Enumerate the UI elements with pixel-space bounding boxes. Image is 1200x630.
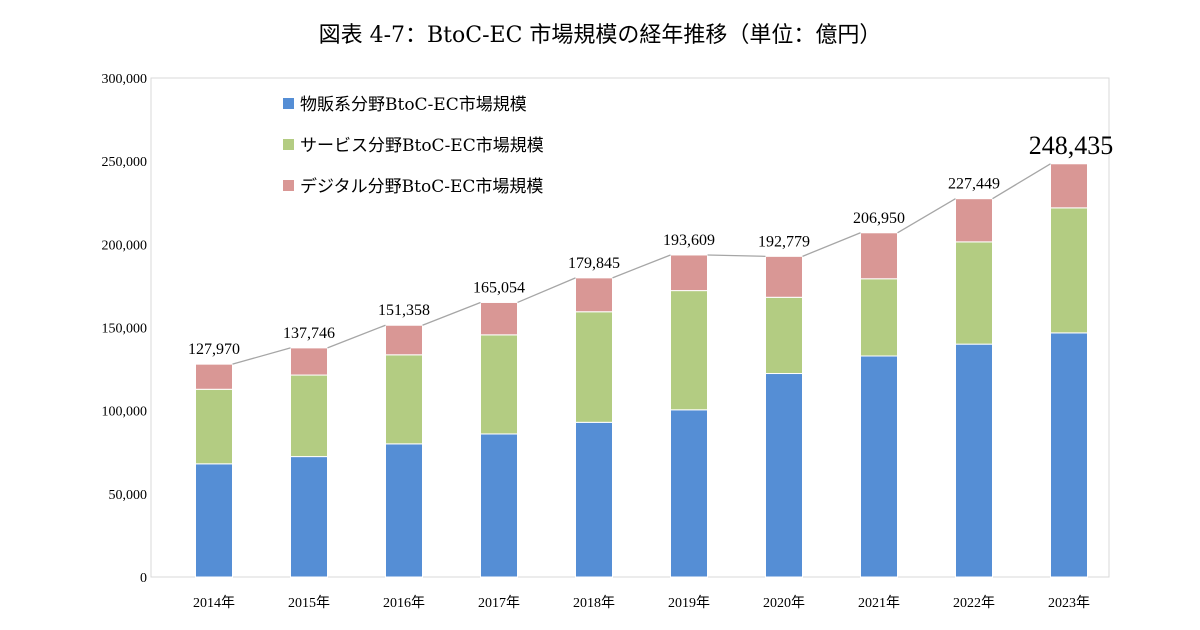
trend-segment bbox=[517, 277, 576, 304]
bar-segment-goods bbox=[860, 355, 898, 578]
bar-segment-digital bbox=[1050, 163, 1088, 209]
bar-segment-digital bbox=[195, 363, 233, 390]
bar-segment-goods bbox=[480, 433, 518, 578]
bar-segment-services bbox=[860, 278, 898, 357]
y-tick-label: 200,000 bbox=[102, 238, 148, 253]
trend-segment bbox=[612, 254, 671, 279]
bar-segment-digital bbox=[670, 254, 708, 292]
bar-segment-goods bbox=[1050, 332, 1088, 578]
bars bbox=[195, 163, 1088, 578]
total-label: 137,746 bbox=[283, 325, 335, 342]
bar-segment-goods bbox=[195, 463, 233, 578]
total-label: 248,435 bbox=[1029, 131, 1114, 160]
total-label: 151,358 bbox=[378, 302, 430, 319]
x-tick-label: 2015年 bbox=[288, 595, 330, 611]
bar-segment-services bbox=[955, 241, 993, 345]
bar-segment-goods bbox=[290, 456, 328, 578]
bar-segment-services bbox=[385, 354, 423, 445]
legend-label: サービス分野BtoC-EC市場規模 bbox=[300, 136, 544, 156]
y-tick-label: 0 bbox=[140, 571, 147, 586]
legend-label: 物販系分野BtoC-EC市場規模 bbox=[300, 95, 527, 115]
legend-swatch bbox=[283, 180, 294, 191]
legend-swatch bbox=[283, 98, 294, 109]
bar-segment-services bbox=[290, 374, 328, 458]
x-tick-label: 2017年 bbox=[478, 595, 520, 611]
bar-segment-digital bbox=[860, 232, 898, 280]
trend-segment bbox=[232, 347, 291, 365]
x-tick-label: 2021年 bbox=[858, 595, 900, 611]
bar-segment-goods bbox=[670, 409, 708, 578]
trend-segment bbox=[897, 198, 956, 234]
bar-segment-digital bbox=[290, 347, 328, 376]
total-label: 179,845 bbox=[568, 255, 620, 272]
total-label: 193,609 bbox=[663, 232, 715, 249]
y-tick-label: 50,000 bbox=[109, 488, 148, 503]
x-tick-label: 2023年 bbox=[1048, 595, 1090, 611]
trend-segment bbox=[802, 232, 861, 257]
bar-segment-services bbox=[765, 296, 803, 375]
bar-segment-services bbox=[1050, 207, 1088, 334]
total-label: 127,970 bbox=[188, 341, 240, 358]
bar-segment-services bbox=[575, 311, 613, 423]
total-label: 192,779 bbox=[758, 233, 810, 250]
bar-segment-digital bbox=[385, 324, 423, 356]
trend-segment bbox=[422, 301, 481, 326]
legend-label: デジタル分野BtoC-EC市場規模 bbox=[300, 176, 543, 197]
bar-segment-digital bbox=[765, 255, 803, 298]
bar-segment-services bbox=[480, 334, 518, 435]
trend-segment bbox=[992, 163, 1051, 200]
total-label: 227,449 bbox=[948, 176, 1000, 193]
trend-segment bbox=[707, 254, 766, 257]
trend-segment bbox=[327, 324, 386, 349]
y-tick-label: 100,000 bbox=[102, 405, 148, 420]
y-tick-label: 300,000 bbox=[102, 72, 148, 87]
bar-segment-digital bbox=[480, 301, 518, 336]
x-tick-label: 2018年 bbox=[573, 595, 615, 611]
chart-title: 図表 4-7：BtoC-EC 市場規模の経年推移（単位：億円） bbox=[319, 23, 882, 48]
legend-swatch bbox=[283, 139, 294, 150]
x-tick-label: 2022年 bbox=[953, 595, 995, 611]
y-axis: 0 50,000 100,000 150,000 200,000 250,000 300,0… bbox=[102, 72, 148, 586]
bar-segment-goods bbox=[385, 443, 423, 578]
bar-segment-services bbox=[670, 290, 708, 411]
x-axis: 2014年 2015年 2016年 2017年 2018年 2019年 2020年 2021年… bbox=[193, 595, 1090, 611]
total-labels: 127,970 137,746 151,358 165,054 179,845 193,6… bbox=[188, 131, 1113, 358]
bar-segment-goods bbox=[955, 343, 993, 578]
bar-segment-services bbox=[195, 388, 233, 465]
total-label: 165,054 bbox=[473, 279, 525, 296]
total-label: 206,950 bbox=[853, 210, 905, 227]
total-trend-line bbox=[232, 163, 1051, 365]
bar-segment-goods bbox=[575, 421, 613, 578]
y-tick-label: 250,000 bbox=[102, 155, 148, 170]
x-tick-label: 2019年 bbox=[668, 595, 710, 611]
y-tick-label: 150,000 bbox=[102, 322, 148, 337]
bar-segment-digital bbox=[955, 198, 993, 243]
x-tick-label: 2016年 bbox=[383, 595, 425, 611]
bar-segment-goods bbox=[765, 373, 803, 578]
x-tick-label: 2020年 bbox=[763, 595, 805, 611]
bar-segment-digital bbox=[575, 277, 613, 313]
x-tick-label: 2014年 bbox=[193, 595, 235, 611]
plot-area bbox=[150, 77, 1110, 578]
legend: 物販系分野BtoC-EC市場規模サービス分野BtoC-EC市場規模デジタル分野B… bbox=[283, 95, 544, 197]
